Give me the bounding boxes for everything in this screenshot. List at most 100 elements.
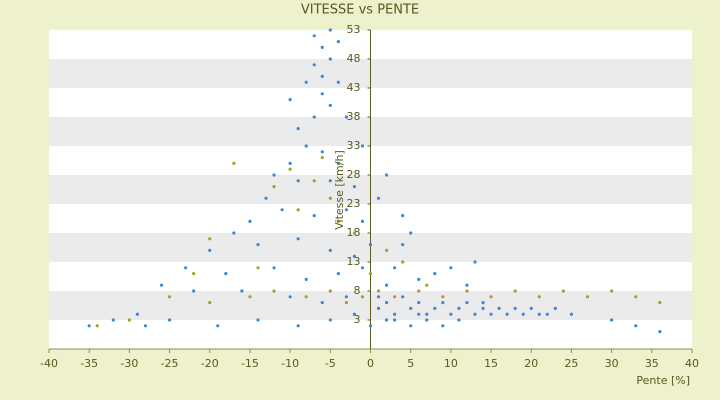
point: [87, 324, 91, 328]
point: [256, 318, 260, 322]
point: [513, 306, 517, 310]
point: [409, 324, 413, 328]
point: [513, 289, 517, 293]
x-axis-title: Pente [%]: [636, 374, 690, 387]
point: [433, 306, 437, 310]
x-tick-label: -10: [281, 357, 299, 370]
point: [658, 301, 662, 305]
point: [224, 272, 228, 276]
point: [658, 330, 662, 334]
point: [401, 243, 405, 247]
point: [449, 266, 453, 270]
point: [208, 248, 212, 252]
point: [457, 318, 461, 322]
point: [288, 167, 292, 171]
point: [320, 156, 324, 160]
x-tick-label: 10: [444, 357, 458, 370]
point: [320, 74, 324, 78]
x-tick-label: 35: [645, 357, 659, 370]
point: [553, 306, 557, 310]
point: [497, 306, 501, 310]
point: [441, 324, 445, 328]
point: [481, 301, 485, 305]
point: [167, 295, 172, 299]
chart-title: VITESSE vs PENTE: [301, 3, 419, 18]
point: [328, 248, 332, 252]
point: [610, 289, 614, 293]
y-tick-label: 48: [347, 52, 361, 65]
point: [489, 312, 493, 316]
point: [401, 214, 405, 218]
point: [336, 272, 340, 276]
point: [312, 115, 316, 119]
point: [248, 295, 252, 299]
point: [111, 318, 115, 322]
x-tick-label: -35: [80, 357, 98, 370]
point: [232, 161, 236, 165]
point: [634, 295, 638, 299]
point: [304, 144, 308, 148]
point: [216, 324, 220, 328]
x-tick-label: -40: [40, 357, 58, 370]
point: [481, 306, 485, 310]
x-tick-label: -15: [241, 357, 259, 370]
point: [352, 185, 357, 189]
y-tick-label: 3: [354, 313, 361, 326]
point: [401, 260, 405, 264]
point: [336, 219, 340, 223]
point: [256, 243, 260, 247]
point: [352, 312, 357, 316]
point: [545, 312, 549, 316]
point: [505, 312, 509, 316]
x-tick-label: 20: [524, 357, 538, 370]
x-tick-label: 30: [605, 357, 619, 370]
point: [489, 295, 493, 299]
point: [449, 312, 453, 316]
point: [328, 196, 332, 200]
point: [336, 161, 340, 165]
point: [441, 301, 445, 305]
point: [328, 57, 332, 61]
point: [208, 237, 212, 241]
point: [232, 231, 236, 235]
point: [393, 295, 397, 299]
point: [425, 312, 429, 316]
y-tick-label: 33: [347, 139, 361, 152]
point: [634, 324, 638, 328]
point: [240, 289, 244, 293]
point: [95, 324, 99, 328]
point: [417, 289, 421, 293]
point: [296, 127, 300, 131]
point: [127, 318, 131, 322]
point: [184, 266, 188, 270]
x-tick-label: 25: [564, 357, 578, 370]
point: [208, 301, 212, 305]
point: [465, 283, 469, 287]
point: [585, 295, 590, 299]
point: [272, 173, 276, 177]
point: [473, 312, 477, 316]
point: [368, 243, 373, 247]
point: [336, 80, 340, 84]
point: [561, 289, 566, 293]
point: [296, 208, 300, 212]
point: [328, 318, 332, 322]
point: [304, 80, 308, 84]
point: [465, 301, 469, 305]
point: [393, 266, 397, 270]
x-tick-label: 5: [407, 357, 414, 370]
point: [320, 301, 324, 305]
point: [320, 92, 324, 96]
point: [304, 295, 308, 299]
y-tick-label: 43: [347, 81, 361, 94]
point: [360, 144, 365, 148]
point: [384, 283, 389, 287]
point: [425, 318, 429, 322]
point: [417, 301, 421, 305]
point: [143, 324, 148, 328]
point: [280, 208, 284, 212]
point: [521, 312, 525, 316]
point: [569, 312, 574, 316]
point: [409, 306, 413, 310]
point: [537, 295, 541, 299]
